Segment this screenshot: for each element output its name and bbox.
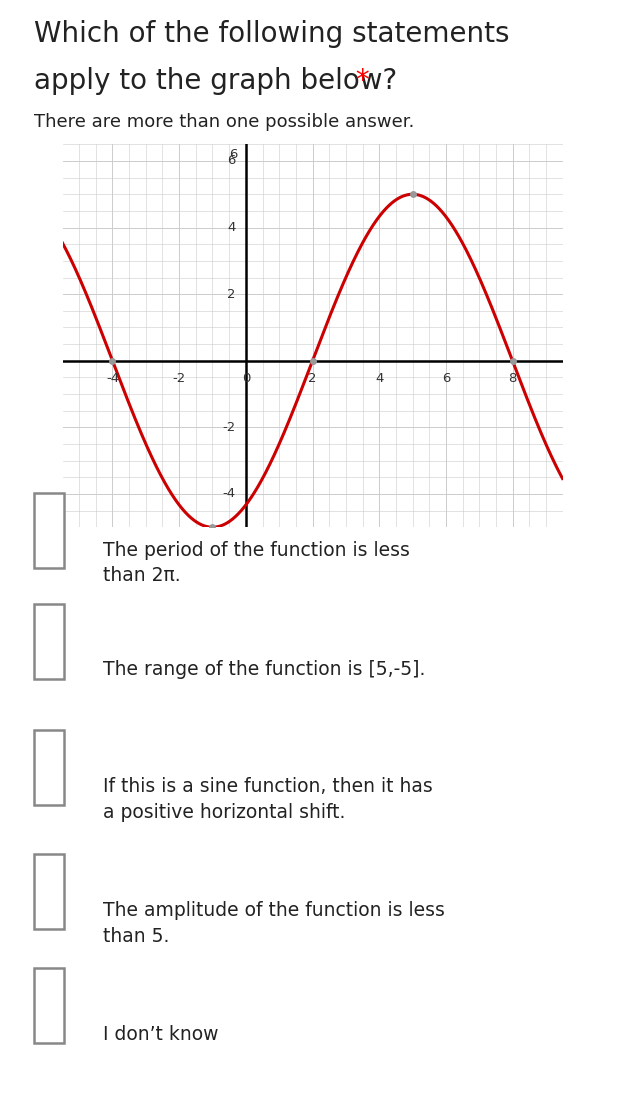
Text: 4: 4: [228, 221, 236, 234]
Text: -2: -2: [173, 373, 186, 385]
Text: The range of the function is [5,-5].: The range of the function is [5,-5].: [103, 660, 426, 679]
Text: 6: 6: [228, 154, 236, 168]
Text: If this is a sine function, then it has
a positive horizontal shift.: If this is a sine function, then it has …: [103, 777, 433, 821]
Text: 8: 8: [508, 373, 517, 385]
Text: *: *: [347, 67, 369, 94]
Text: There are more than one possible answer.: There are more than one possible answer.: [34, 113, 415, 131]
Text: 2: 2: [228, 287, 236, 301]
Text: I don’t know: I don’t know: [103, 1025, 219, 1043]
Text: 6: 6: [442, 373, 450, 385]
Text: 4: 4: [375, 373, 383, 385]
Text: 2: 2: [308, 373, 317, 385]
Text: 6: 6: [229, 148, 238, 161]
Text: The amplitude of the function is less
than 5.: The amplitude of the function is less th…: [103, 901, 445, 946]
Text: Which of the following statements: Which of the following statements: [34, 20, 510, 48]
Text: -4: -4: [222, 487, 236, 501]
Text: apply to the graph below?: apply to the graph below?: [34, 67, 398, 94]
Text: 0: 0: [242, 373, 250, 385]
Text: -4: -4: [106, 373, 119, 385]
Text: The period of the function is less
than 2π.: The period of the function is less than …: [103, 541, 410, 585]
Text: -2: -2: [222, 421, 236, 434]
